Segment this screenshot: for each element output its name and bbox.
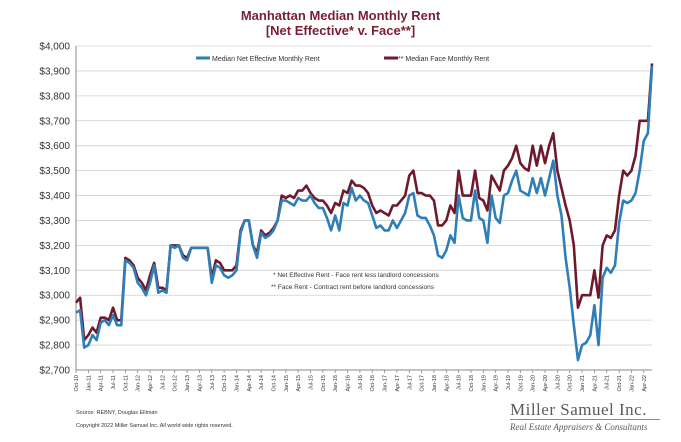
x-tick-label: Oct-11 (123, 375, 129, 391)
y-tick-label: $2,900 (39, 316, 70, 327)
x-tick-label: Jan-19 (481, 375, 487, 392)
source-note: Source: REBNY, Douglas Elliman (76, 410, 158, 416)
x-tick-label: Oct-12 (173, 375, 179, 392)
x-tick-label: Apr-19 (494, 375, 500, 392)
brand-logo-name: Miller Samuel Inc. (510, 400, 647, 419)
x-tick-label: Jul-20 (555, 375, 561, 390)
x-tick-label: Apr-18 (444, 375, 450, 392)
x-tick-label: Apr-22 (642, 375, 648, 392)
x-tick-label: Oct-14 (271, 375, 277, 392)
x-tick-label: Apr-11 (99, 375, 105, 391)
x-tick-label: Jan-16 (333, 375, 339, 392)
x-tick-label: Jul-12 (160, 375, 166, 390)
x-tick-label: Jan-18 (432, 375, 438, 392)
x-tick-label: Apr-13 (197, 375, 203, 392)
x-tick-label: Apr-12 (148, 375, 154, 392)
y-tick-label: $3,900 (39, 66, 70, 77)
y-tick-label: $3,300 (39, 216, 70, 227)
x-tick-label: Jan-11 (86, 375, 92, 391)
x-tick-label: Jan-12 (136, 375, 142, 392)
x-tick-label: Oct-21 (617, 375, 623, 392)
x-tick-label: Jul-21 (605, 375, 611, 390)
x-tick-label: Apr-16 (346, 375, 352, 392)
x-tick-label: Jul-13 (210, 375, 216, 390)
x-tick-label: Jul-17 (407, 375, 413, 390)
x-tick-label: Jan-13 (185, 375, 191, 392)
x-tick-label: Apr-20 (543, 375, 549, 392)
x-tick-label: Jan-17 (383, 375, 389, 392)
x-tick-label: Jan-14 (234, 375, 240, 392)
x-tick-label: Oct-10 (74, 375, 80, 392)
x-tick-label: Jan-20 (531, 375, 537, 392)
x-tick-label: Oct-18 (469, 375, 475, 392)
x-tick-label: Jan-15 (284, 375, 290, 392)
y-tick-label: $4,000 (39, 42, 70, 53)
y-tick-label: $3,200 (39, 241, 70, 252)
x-tick-label: Oct-13 (222, 375, 228, 392)
x-tick-label: Jul-16 (358, 375, 364, 390)
series-lines (74, 63, 654, 362)
legend: Median Net Effective Monthly Rent ** Med… (196, 56, 489, 63)
axes (75, 46, 652, 373)
x-tick-label: Oct-17 (420, 375, 426, 392)
x-tick-label: Apr-17 (395, 375, 401, 392)
x-tick-label: Jul-19 (506, 375, 512, 390)
y-tick-labels: $2,700 $2,800 $2,900 $3,000 $3,100 $3,200 $3,3… (39, 42, 70, 377)
y-tick-label: $3,600 (39, 141, 70, 152)
x-tick-label: Apr-14 (247, 375, 253, 392)
y-tick-label: $3,100 (39, 266, 70, 277)
x-tick-label: Jul-11 (111, 375, 117, 390)
y-tick-label: $2,700 (39, 366, 70, 377)
x-tick-labels: Oct-10 Jan-11 Apr-11 Jul-11 Oct-11 Jan-12 Apr-… (74, 375, 648, 392)
x-tick-label: Oct-20 (568, 375, 574, 392)
x-tick-label: Jul-15 (309, 375, 315, 390)
legend-label-face: ** Median Face Monthly Rent (398, 56, 489, 63)
note-net-effective: * Net Effective Rent - Face rent less la… (273, 272, 439, 279)
y-tick-label: $3,700 (39, 116, 70, 127)
brand-tagline: Real Estate Appraisers & Consultants (510, 422, 648, 432)
y-tick-label: $3,800 (39, 91, 70, 102)
x-tick-label: Oct-19 (518, 375, 524, 392)
x-tick-label: Oct-15 (321, 375, 327, 392)
x-tick-label: Apr-15 (296, 375, 302, 392)
y-tick-label: $2,800 (39, 341, 70, 352)
legend-label-net-effective: Median Net Effective Monthly Rent (212, 56, 320, 63)
note-face-rent: ** Face Rent - Contract rent before land… (271, 284, 435, 291)
chart-notes: * Net Effective Rent - Face rent less la… (271, 272, 439, 291)
x-tick-label: Jul-14 (259, 375, 265, 390)
y-tick-label: $3,000 (39, 291, 70, 302)
x-tick-label: Jan-21 (580, 375, 586, 392)
chart-title: Manhattan Median Monthly Rent (240, 8, 441, 23)
chart-title-block: Manhattan Median Monthly Rent [Net Effec… (0, 8, 681, 38)
x-tick-label: Oct-16 (370, 375, 376, 392)
x-tick-label: Apr-21 (592, 375, 598, 392)
x-tick-label: Jan-22 (629, 375, 635, 392)
brand-divider (510, 419, 660, 420)
y-tick-label: $3,500 (39, 166, 70, 177)
chart-subtitle: [Net Effective* v. Face**] (265, 23, 416, 38)
copyright-note: Copyright 2022 Miller Samuel Inc. All wo… (76, 423, 233, 429)
y-tick-label: $3,400 (39, 191, 70, 202)
x-tick-label: Jul-18 (457, 375, 463, 390)
series-line-net-effective (75, 65, 654, 362)
